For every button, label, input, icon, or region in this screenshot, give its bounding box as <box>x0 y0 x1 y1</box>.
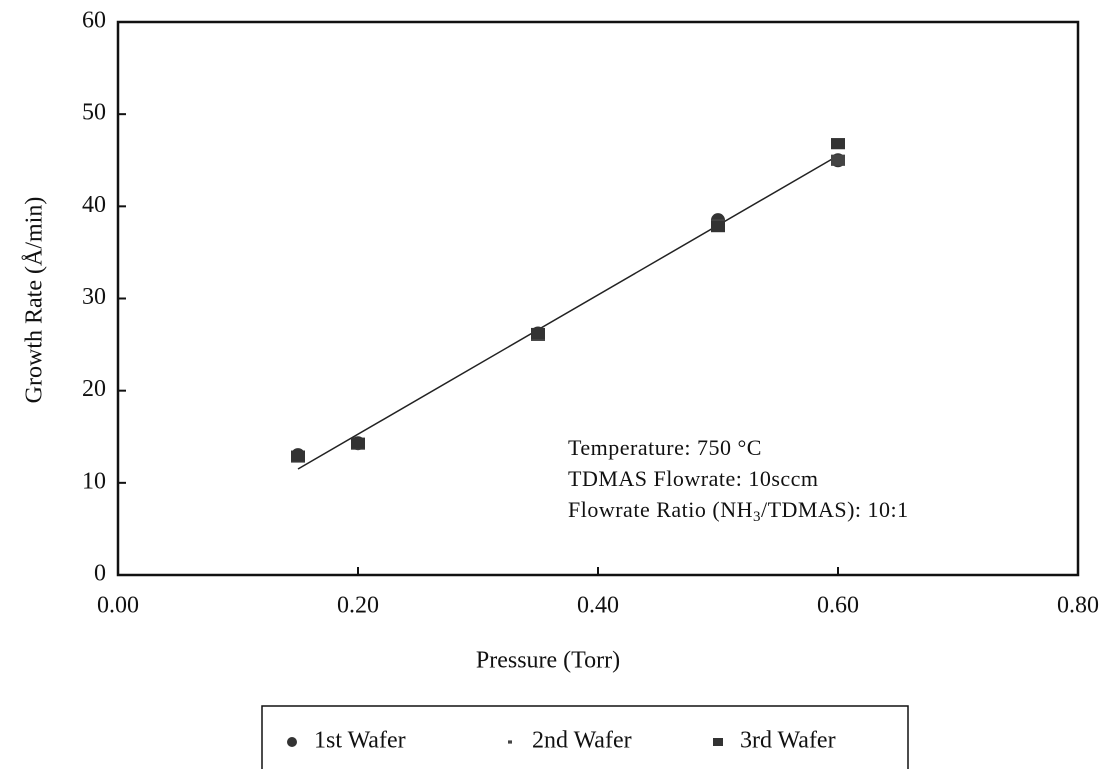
annotation-part: /TDMAS): 10:1 <box>761 497 909 522</box>
x-axis-label: Pressure (Torr) <box>476 648 620 674</box>
y-tick-label: 10 <box>82 468 106 494</box>
legend-marker <box>287 737 297 747</box>
annotation: Flowrate Ratio (NH3/TDMAS): 10:1 <box>568 497 909 525</box>
x-tick-label: 0.40 <box>577 593 619 619</box>
point <box>831 154 845 166</box>
x-tick-label: 0.80 <box>1057 593 1099 619</box>
legend-label: 3rd Wafer <box>740 728 836 754</box>
point <box>831 138 845 150</box>
x-tick-label: 0.20 <box>337 593 379 619</box>
legend-label: 2nd Wafer <box>532 728 632 754</box>
y-axis-label: Growth Rate (Å/min) <box>22 197 48 404</box>
y-tick-label: 0 <box>94 561 106 587</box>
legend-label: 1st Wafer <box>314 728 406 754</box>
point <box>531 327 545 340</box>
y-tick-label: 60 <box>82 8 106 34</box>
annotation-part: TDMAS Flowrate: 10sccm <box>568 466 819 491</box>
annotation: Temperature: 750 °C <box>568 435 762 460</box>
fit-line <box>297 154 839 470</box>
point <box>351 437 365 449</box>
point <box>711 221 725 233</box>
x-tick-label: 0.60 <box>817 593 859 619</box>
legend-box <box>261 705 909 769</box>
x-tick-label: 0.00 <box>97 593 139 619</box>
annotation-part: 3 <box>753 509 761 525</box>
plot-frame <box>116 20 1080 577</box>
annotation: TDMAS Flowrate: 10sccm <box>568 466 819 491</box>
legend-marker <box>713 738 723 746</box>
annotation-part: Flowrate Ratio (NH <box>568 497 753 522</box>
y-tick-label: 50 <box>82 100 106 126</box>
y-tick-label: 40 <box>82 192 106 218</box>
y-tick-label: 20 <box>82 376 106 402</box>
annotation-part: Temperature: 750 °C <box>568 435 762 460</box>
y-tick-label: 30 <box>82 284 106 310</box>
legend-marker <box>508 740 512 744</box>
point <box>291 450 305 462</box>
